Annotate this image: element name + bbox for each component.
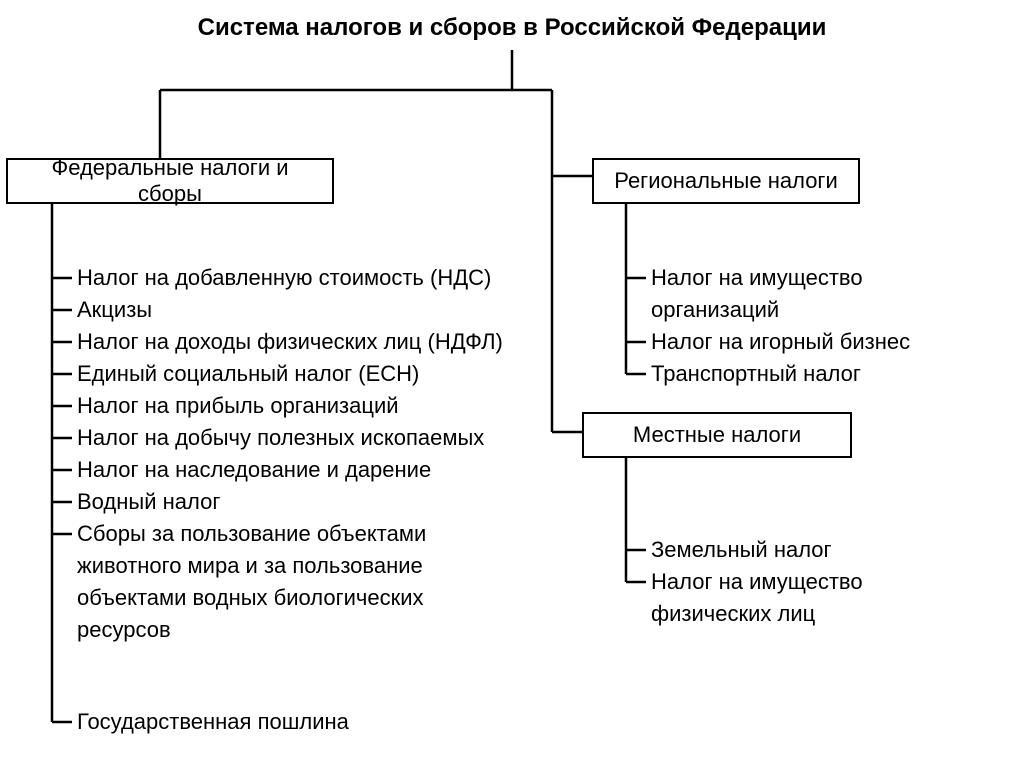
local-item-0: Земельный налог xyxy=(651,534,832,566)
federal-item-9: Государственная пошлина xyxy=(77,706,349,738)
box-federal-taxes: Федеральные налоги и сборы xyxy=(6,158,334,204)
federal-item-5: Налог на добычу полезных ископаемых xyxy=(77,422,484,454)
federal-item-7: Водный налог xyxy=(77,486,220,518)
box-federal-label: Федеральные налоги и сборы xyxy=(20,155,320,207)
box-local-label: Местные налоги xyxy=(633,422,801,448)
federal-item-6: Налог на наследование и дарение xyxy=(77,454,431,486)
regional-item-1: Налог на игорный бизнес xyxy=(651,326,910,358)
box-local-taxes: Местные налоги xyxy=(582,412,852,458)
regional-item-0: Налог на имущество организаций xyxy=(651,262,863,326)
federal-item-0: Налог на добавленную стоимость (НДС) xyxy=(77,262,491,294)
local-item-1: Налог на имущество физических лиц xyxy=(651,566,863,630)
diagram-title: Система налогов и сборов в Российской Фе… xyxy=(0,14,1024,42)
federal-item-2: Налог на доходы физических лиц (НДФЛ) xyxy=(77,326,503,358)
box-regional-taxes: Региональные налоги xyxy=(592,158,860,204)
box-regional-label: Региональные налоги xyxy=(614,168,838,194)
federal-item-1: Акцизы xyxy=(77,294,152,326)
federal-item-4: Налог на прибыль организаций xyxy=(77,390,399,422)
federal-item-8: Сборы за пользование объектами животного… xyxy=(77,518,426,646)
regional-item-2: Транспортный налог xyxy=(651,358,861,390)
federal-item-3: Единый социальный налог (ЕСН) xyxy=(77,358,419,390)
